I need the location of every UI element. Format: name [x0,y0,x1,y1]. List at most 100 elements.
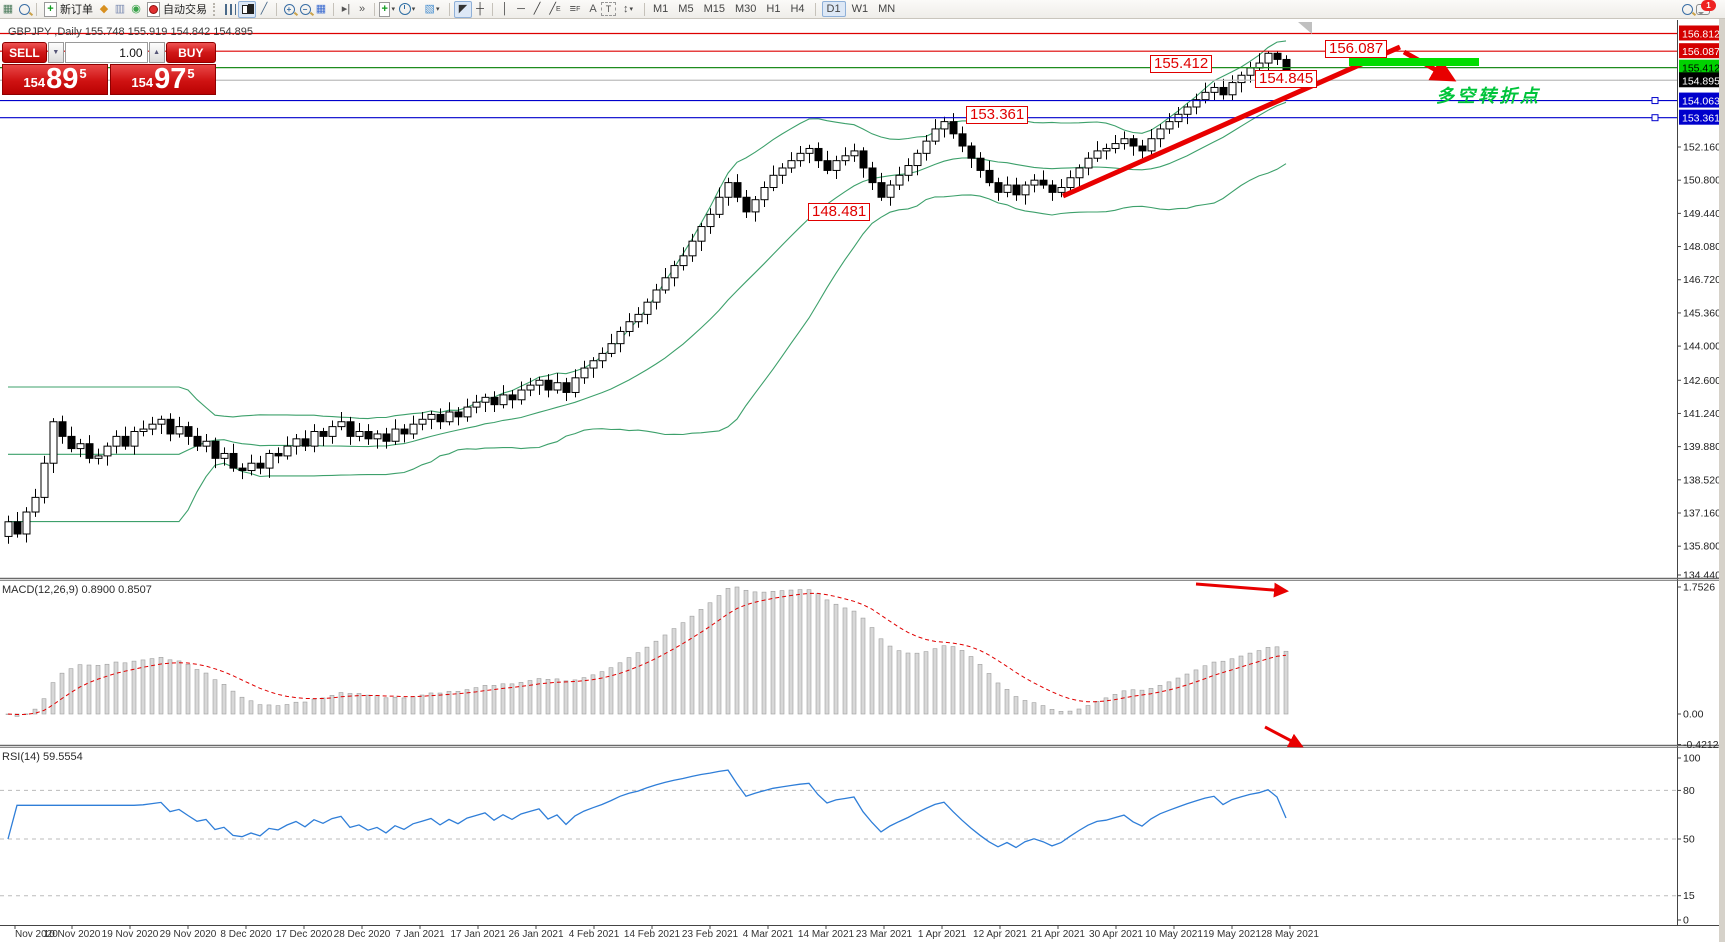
price-levels[interactable]: 156.812156.087155.412154.895154.063153.3… [0,25,1720,125]
crosshair-icon[interactable]: ┼ [476,2,484,15]
svg-text:145.360: 145.360 [1683,307,1721,319]
svg-text:7 Jan 2021: 7 Jan 2021 [395,929,445,940]
cursor-icon[interactable]: ◤ [454,0,472,18]
toolbar: ▦ + 新订单 ◆ ▥ ◉ 自动交易 ╱ + − ▦ ▸| » + ▾ ▾ ▧ ▾ … [0,0,1725,19]
sell-price-prefix: 154 [23,75,46,90]
bb-middle [8,101,1287,455]
auto-scroll-icon[interactable]: » [358,2,366,15]
scale-level-label: 156.812 [1682,28,1720,40]
timeframe-m5[interactable]: M5 [678,3,694,15]
timeframe-m15[interactable]: M15 [703,3,725,15]
channel-icon[interactable]: ╱ E [549,2,561,15]
timeframe-d1[interactable]: D1 [821,1,846,17]
svg-text:0.00: 0.00 [1683,709,1704,721]
one-click-trading-panel: SELL ▼ 1.00 ▲ BUY 154 89 5 154 97 5 [2,42,217,95]
chat-icon[interactable]: 1 [1695,0,1716,17]
timeframe-h1[interactable]: H1 [766,3,781,15]
timeframe-w1[interactable]: W1 [851,3,869,15]
text-icon[interactable]: A [589,2,597,15]
volume-decrease-button[interactable]: ▼ [47,42,64,63]
bb-lower [8,163,1287,523]
sell-button[interactable]: SELL [2,42,47,63]
chart-window-icon[interactable]: ▦ [2,2,14,15]
buy-price-panel[interactable]: 154 97 5 [110,64,216,95]
trendline-icon[interactable]: ╱ [533,2,541,15]
svg-text:148.080: 148.080 [1683,241,1721,253]
sell-price-panel[interactable]: 154 89 5 [2,64,108,95]
macd-histogram [5,586,1289,717]
periods-icon[interactable]: ▾ [395,2,419,17]
svg-text:14 Mar 2021: 14 Mar 2021 [798,929,855,940]
scale-level-label: 154.895 [1682,75,1720,87]
new-order-button[interactable]: + 新订单 [41,1,96,17]
timeframe-m30[interactable]: M30 [734,3,757,15]
chart-shift-icon[interactable]: ▸| [341,2,351,15]
price-label-156087[interactable]: 156.087 [1325,40,1388,58]
svg-text:8 Dec 2020: 8 Dec 2020 [220,929,272,940]
signals-icon[interactable]: ◉ [131,2,141,15]
horizontal-line-icon[interactable]: ─ [517,2,525,15]
line-handle [1651,114,1659,122]
svg-text:152.160: 152.160 [1683,142,1721,154]
price-axis[interactable]: 152.160 150.800 149.440 148.080 146.720 145.3… [1677,20,1721,925]
svg-text:80: 80 [1683,785,1695,797]
fibonacci-icon[interactable]: ≡ F [569,2,581,15]
styles-bucket-icon[interactable]: ◆ [99,2,109,15]
new-order-label: 新订单 [60,4,93,16]
terminal-icon[interactable]: ▥ [114,2,126,15]
candles [4,51,1291,544]
buy-price-sup: 5 [187,66,195,81]
svg-text:4 Feb 2021: 4 Feb 2021 [569,929,620,940]
vertical-line-icon[interactable]: │ [501,2,509,15]
price-label-154845[interactable]: 154.845 [1255,70,1318,88]
timeframe-h4[interactable]: H4 [790,3,805,15]
price-label-155412[interactable]: 155.412 [1150,55,1213,73]
candlestick-chart-icon[interactable] [238,0,256,18]
new-order-icon: + [44,1,57,17]
svg-text:142.600: 142.600 [1683,375,1721,387]
timeframe-bar: M1 M5 M15 M30 H1 H4 D1 W1 MN [649,1,899,17]
text-label-icon[interactable]: T [601,2,616,16]
svg-text:10 Nov 2020: 10 Nov 2020 [44,929,101,940]
zoom-out-icon[interactable]: − [297,2,313,17]
svg-text:139.880: 139.880 [1683,441,1721,453]
reversal-note-text[interactable]: 多空转折点 [1436,86,1541,106]
bar-chart-icon[interactable] [222,2,238,17]
svg-text:-0.4212: -0.4212 [1683,739,1719,751]
zoom-in-icon[interactable]: + [281,2,297,17]
arrows-icon[interactable]: ↕ ▾ [622,2,633,15]
macd-signal-line [7,592,1287,716]
price-label-148481[interactable]: 148.481 [808,203,871,221]
chart-drawings[interactable] [1061,44,1479,748]
timeframe-m1[interactable]: M1 [653,3,669,15]
svg-text:1 Apr 2021: 1 Apr 2021 [918,929,967,940]
pane-separators[interactable] [0,577,1719,926]
tile-windows-icon[interactable]: ▦ [315,2,327,15]
auto-trading-button[interactable]: 自动交易 [144,1,210,17]
buy-price-big: 97 [154,63,187,95]
template-icon[interactable]: ▧ ▾ [424,2,440,15]
svg-text:14 Feb 2021: 14 Feb 2021 [624,929,681,940]
volume-input[interactable]: 1.00 [64,42,148,63]
svg-text:17 Jan 2021: 17 Jan 2021 [450,929,505,940]
svg-text:Nov 2020: Nov 2020 [15,929,58,940]
price-label-153361[interactable]: 153.361 [966,106,1029,124]
buy-button[interactable]: BUY [165,42,217,63]
svg-text:137.160: 137.160 [1683,508,1721,520]
search-icon[interactable] [1679,2,1695,17]
bollinger-bands [8,40,1287,523]
line-chart-icon[interactable]: ╱ [260,2,268,15]
chart-shift-marker[interactable] [1298,22,1312,34]
auto-trading-icon [147,1,160,17]
macd-label: MACD(12,26,9) 0.8900 0.8507 [2,584,152,596]
indicators-icon[interactable]: + ▾ [379,1,395,17]
timeframe-mn[interactable]: MN [878,3,896,15]
bb-upper [8,40,1287,420]
red-trend-line [1061,44,1402,199]
print-preview-icon[interactable] [16,2,32,17]
svg-text:146.720: 146.720 [1683,274,1721,286]
volume-increase-button[interactable]: ▲ [148,42,165,63]
